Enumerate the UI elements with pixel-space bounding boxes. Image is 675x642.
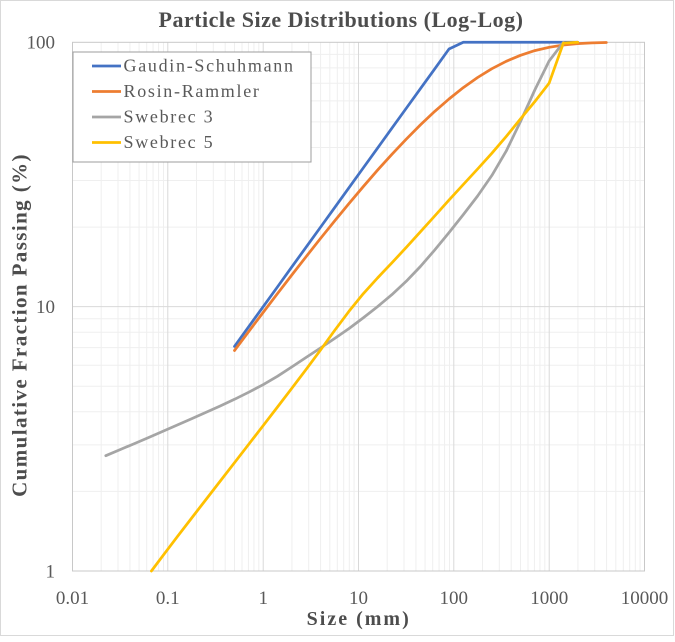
- svg-text:10: 10: [36, 297, 55, 318]
- svg-text:10000: 10000: [621, 588, 669, 609]
- svg-text:Cumulative Fraction Passing (%: Cumulative Fraction Passing (%): [8, 153, 32, 497]
- svg-text:100: 100: [440, 588, 469, 609]
- svg-text:Swebrec 3: Swebrec 3: [124, 107, 215, 127]
- svg-text:10: 10: [349, 588, 368, 609]
- svg-text:Particle Size Distributions (L: Particle Size Distributions (Log-Log): [159, 7, 524, 32]
- svg-text:1: 1: [46, 561, 56, 582]
- svg-text:Gaudin-Schuhmann: Gaudin-Schuhmann: [124, 56, 295, 76]
- svg-text:Swebrec 5: Swebrec 5: [124, 132, 215, 152]
- svg-text:Size (mm): Size (mm): [307, 608, 411, 630]
- svg-text:0.1: 0.1: [156, 588, 180, 609]
- svg-text:Rosin-Rammler: Rosin-Rammler: [124, 81, 261, 101]
- svg-text:100: 100: [27, 33, 56, 54]
- svg-text:0.01: 0.01: [56, 588, 89, 609]
- svg-text:1000: 1000: [530, 588, 568, 609]
- svg-text:1: 1: [258, 588, 268, 609]
